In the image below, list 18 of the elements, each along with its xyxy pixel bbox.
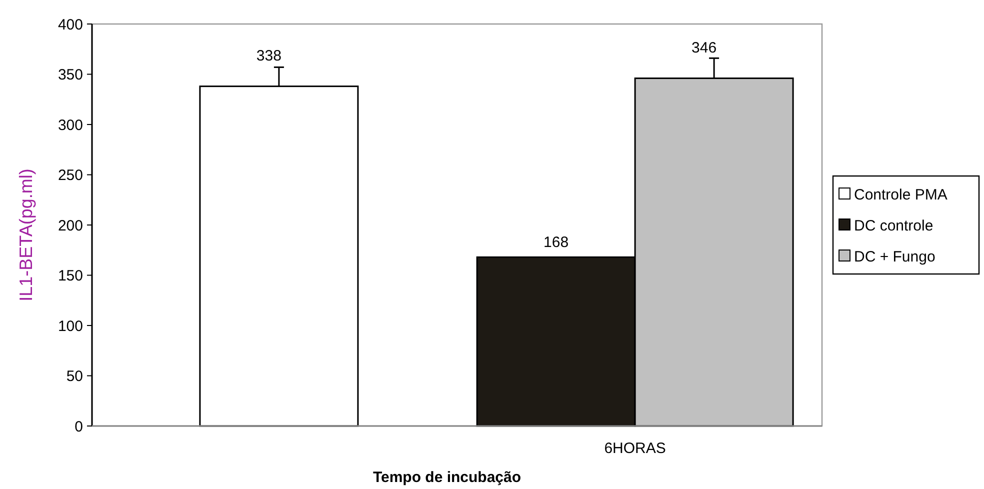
- legend-label: DC controle: [854, 217, 934, 234]
- y-tick-label: 400: [58, 16, 83, 34]
- y-tick-label: 100: [58, 318, 83, 335]
- y-tick-label: 50: [66, 368, 83, 385]
- legend-label: DC + Fungo: [854, 248, 936, 266]
- y-tick-label: 0: [74, 418, 83, 436]
- y-tick-label: 300: [58, 116, 83, 134]
- y-tick-label: 350: [58, 66, 83, 84]
- data-label: 168: [544, 234, 569, 252]
- x-axis-title: Tempo de incubação: [372, 469, 522, 486]
- data-label: 338: [256, 47, 282, 64]
- data-label: 346: [692, 39, 717, 56]
- y-tick-label: 250: [58, 167, 83, 184]
- x-tick-label: 6HORAS: [604, 440, 666, 457]
- y-tick-label: 150: [58, 268, 83, 284]
- y-tick-label: 200: [58, 217, 83, 234]
- y-axis-title: IL1-BETA(pg.ml): [16, 168, 36, 302]
- legend-label: Controle PMA: [854, 186, 948, 204]
